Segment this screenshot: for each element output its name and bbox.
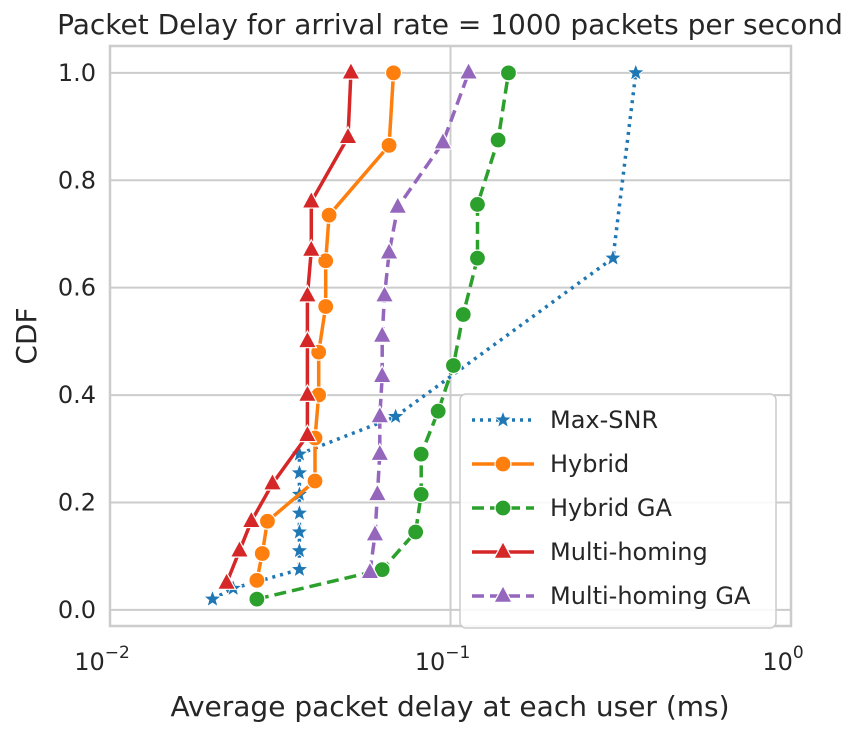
data-point-multi-homing — [301, 238, 322, 257]
x-tick-exponent: −2 — [105, 643, 130, 663]
data-point-max-snr — [289, 503, 310, 522]
data-point-multi-homing-ga — [432, 131, 453, 150]
data-point-hybrid — [248, 571, 266, 589]
x-tick-base: 10 — [762, 648, 793, 676]
series-multi-homing-ga — [359, 61, 479, 580]
y-tick-label: 0.0 — [58, 596, 96, 624]
data-point-max-snr — [289, 559, 310, 578]
data-point-hybrid-ga — [468, 249, 487, 267]
data-point-hybrid — [317, 252, 335, 270]
data-point-multi-homing-ga — [372, 364, 393, 384]
legend-marker-multi-homing — [492, 540, 514, 559]
x-tick-base: 10 — [415, 648, 446, 676]
data-point-multi-homing — [241, 509, 262, 529]
legend-label-max-snr: Max-SNR — [550, 406, 658, 434]
series-line-multi-homing-ga — [368, 72, 471, 573]
x-tick-label: 100 — [762, 643, 803, 676]
data-point-max-snr — [289, 540, 310, 560]
data-point-multi-homing-ga — [369, 442, 390, 462]
data-point-multi-homing — [229, 539, 250, 558]
data-point-multi-homing — [337, 125, 359, 145]
legend-marker-multi-homing-ga — [492, 584, 514, 603]
data-point-max-snr — [202, 589, 223, 608]
series-multi-homing — [216, 61, 361, 590]
data-point-multi-homing — [297, 284, 318, 303]
y-tick-label: 0.2 — [58, 488, 96, 516]
data-point-hybrid-ga — [412, 485, 430, 504]
data-point-multi-homing — [340, 61, 361, 80]
data-point-hybrid — [320, 206, 338, 224]
data-point-hybrid — [317, 297, 335, 316]
legend-box — [459, 393, 777, 629]
legend-label-hybrid: Hybrid — [550, 450, 629, 478]
series-line-max-snr — [211, 72, 638, 601]
x-tick-label: 10−2 — [74, 643, 130, 676]
series-line-hybrid — [255, 72, 396, 581]
data-point-max-snr — [603, 247, 623, 267]
legend-marker-hybrid — [494, 455, 512, 473]
data-point-multi-homing — [262, 472, 283, 491]
legend-label-hybrid-ga: Hybrid GA — [550, 494, 672, 522]
y-tick-label: 0.4 — [58, 381, 96, 409]
y-axis-label: CDF — [10, 307, 43, 364]
x-tick-exponent: 0 — [793, 643, 804, 663]
y-tick-label: 0.8 — [58, 166, 96, 194]
data-point-multi-homing-ga — [458, 61, 479, 80]
data-point-hybrid — [306, 472, 324, 490]
data-point-hybrid-ga — [412, 445, 430, 463]
data-point-max-snr — [385, 406, 406, 425]
y-tick-label: 1.0 — [58, 59, 96, 87]
data-point-multi-homing-ga — [359, 560, 380, 580]
data-point-multi-homing-ga — [372, 324, 393, 343]
y-tick-label: 0.6 — [58, 274, 96, 302]
chart-title: Packet Delay for arrival rate = 1000 pac… — [57, 8, 843, 41]
data-point-hybrid-ga — [407, 523, 425, 541]
data-point-hybrid-ga — [468, 195, 487, 214]
data-point-hybrid — [384, 64, 403, 82]
data-point-hybrid-ga — [444, 356, 463, 375]
data-point-hybrid — [258, 512, 277, 530]
data-point-multi-homing — [297, 329, 318, 349]
data-point-multi-homing-ga — [364, 523, 385, 542]
data-point-multi-homing-ga — [387, 195, 408, 215]
data-point-multi-homing — [297, 383, 318, 402]
data-point-hybrid-ga — [454, 305, 472, 324]
data-point-hybrid-ga — [499, 64, 518, 82]
tick-labels: 0.00.20.40.60.81.010−2 10−1 100 — [58, 59, 804, 676]
data-point-hybrid — [380, 136, 398, 154]
data-point-max-snr — [289, 444, 310, 463]
x-tick-exponent: −1 — [445, 643, 470, 663]
data-point-multi-homing-ga — [379, 241, 400, 260]
data-point-multi-homing-ga — [367, 482, 388, 502]
data-point-hybrid-ga — [248, 590, 266, 608]
series-hybrid-ga — [248, 64, 518, 608]
x-tick-label: 10−1 — [415, 643, 471, 676]
series-layer — [202, 61, 646, 608]
data-point-multi-homing — [297, 423, 318, 443]
data-point-multi-homing-ga — [369, 404, 390, 424]
data-point-hybrid-ga — [429, 402, 447, 420]
plot-frame — [108, 44, 793, 628]
legend-marker-max-snr — [493, 409, 513, 429]
data-point-max-snr — [289, 521, 310, 541]
data-point-multi-homing — [216, 571, 237, 590]
data-point-multi-homing-ga — [374, 284, 395, 303]
series-line-multi-homing — [224, 72, 353, 584]
data-point-multi-homing — [301, 190, 322, 209]
legend-label-multi-homing-ga: Multi-homing GA — [550, 582, 751, 610]
x-tick-base: 10 — [74, 648, 105, 676]
legend: Max-SNR Hybrid Hybrid GA Multi-homing Multi-… — [459, 393, 777, 629]
data-point-hybrid-ga — [489, 131, 507, 149]
legend-marker-hybrid-ga — [494, 499, 512, 517]
data-point-max-snr — [289, 462, 310, 482]
series-hybrid — [248, 64, 403, 589]
legend-label-multi-homing: Multi-homing — [550, 538, 708, 566]
data-point-max-snr — [626, 62, 646, 82]
x-axis-label: Average packet delay at each user (ms) — [170, 690, 729, 723]
data-point-hybrid — [253, 544, 271, 563]
